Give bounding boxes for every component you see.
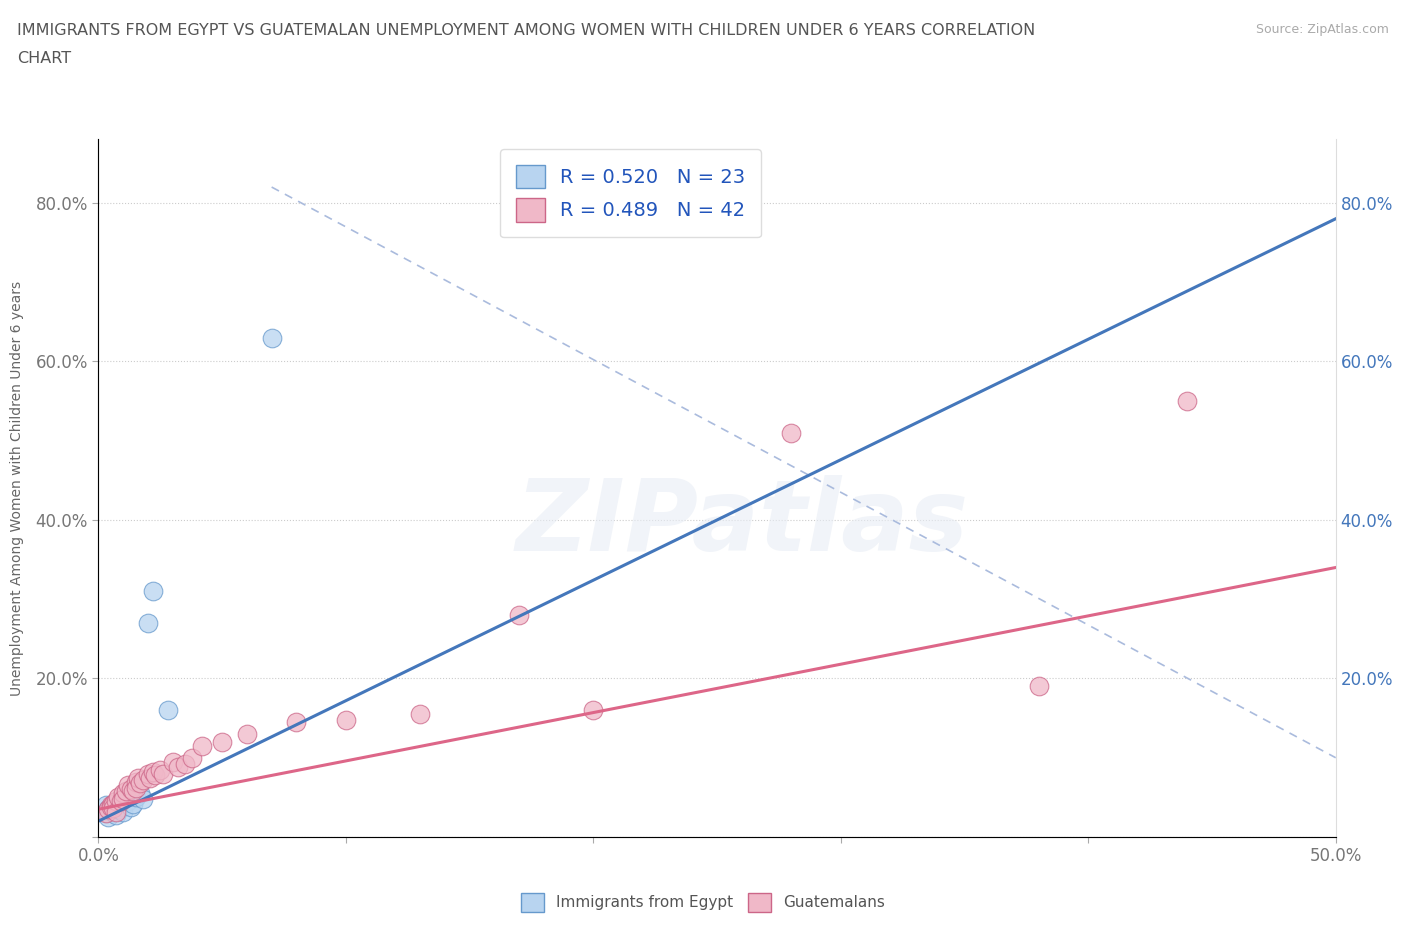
Point: [127, 770, 149, 785]
Point: [1175, 393, 1198, 408]
Point: [142, 584, 165, 599]
Point: [112, 786, 135, 801]
Point: [97, 810, 120, 825]
Point: [103, 804, 125, 819]
Point: [94, 805, 117, 820]
Point: [104, 794, 127, 809]
Text: CHART: CHART: [17, 51, 70, 66]
Point: [124, 790, 146, 804]
Point: [124, 780, 146, 795]
Point: [508, 607, 530, 622]
Point: [94, 805, 117, 820]
Point: [107, 802, 129, 817]
Point: [114, 784, 136, 799]
Point: [152, 766, 174, 781]
Point: [117, 794, 139, 809]
Point: [156, 703, 179, 718]
Point: [136, 616, 159, 631]
Point: [94, 798, 117, 813]
Point: [100, 798, 122, 813]
Point: [97, 802, 120, 817]
Text: ZIPatlas: ZIPatlas: [515, 474, 969, 572]
Point: [166, 760, 188, 775]
Point: [120, 782, 142, 797]
Point: [191, 738, 214, 753]
Point: [100, 800, 122, 815]
Text: IMMIGRANTS FROM EGYPT VS GUATEMALAN UNEMPLOYMENT AMONG WOMEN WITH CHILDREN UNDER: IMMIGRANTS FROM EGYPT VS GUATEMALAN UNEM…: [17, 23, 1035, 38]
Point: [103, 801, 125, 816]
Point: [97, 802, 120, 817]
Point: [122, 784, 145, 799]
Point: [132, 773, 155, 788]
Point: [139, 770, 162, 785]
Point: [129, 776, 152, 790]
Point: [122, 796, 145, 811]
Point: [174, 757, 197, 772]
Point: [409, 707, 432, 722]
Legend: R = 0.520   N = 23, R = 0.489   N = 42: R = 0.520 N = 23, R = 0.489 N = 42: [501, 149, 761, 237]
Point: [124, 774, 146, 789]
Point: [112, 800, 135, 815]
Point: [285, 714, 308, 729]
Point: [112, 791, 135, 806]
Point: [211, 735, 233, 750]
Text: Source: ZipAtlas.com: Source: ZipAtlas.com: [1256, 23, 1389, 36]
Point: [103, 796, 125, 811]
Point: [112, 804, 135, 819]
Point: [117, 778, 139, 793]
Point: [1028, 679, 1050, 694]
Point: [142, 764, 165, 779]
Point: [103, 796, 125, 811]
Point: [260, 330, 283, 345]
Point: [162, 754, 184, 769]
Point: [136, 766, 159, 781]
Point: [110, 794, 132, 809]
Point: [107, 790, 129, 804]
Point: [149, 763, 172, 777]
Point: [104, 804, 127, 819]
Point: [236, 726, 259, 741]
Point: [129, 786, 152, 801]
Point: [120, 800, 142, 815]
Point: [143, 768, 166, 783]
Point: [582, 703, 605, 718]
Point: [104, 801, 127, 816]
Point: [780, 425, 803, 440]
Point: [110, 798, 132, 813]
Point: [181, 751, 204, 765]
Point: [100, 800, 122, 815]
Point: [104, 807, 127, 822]
Point: [132, 791, 155, 806]
Y-axis label: Unemployment Among Women with Children Under 6 years: Unemployment Among Women with Children U…: [10, 281, 24, 696]
Point: [335, 712, 357, 727]
Legend: Immigrants from Egypt, Guatemalans: Immigrants from Egypt, Guatemalans: [515, 887, 891, 918]
